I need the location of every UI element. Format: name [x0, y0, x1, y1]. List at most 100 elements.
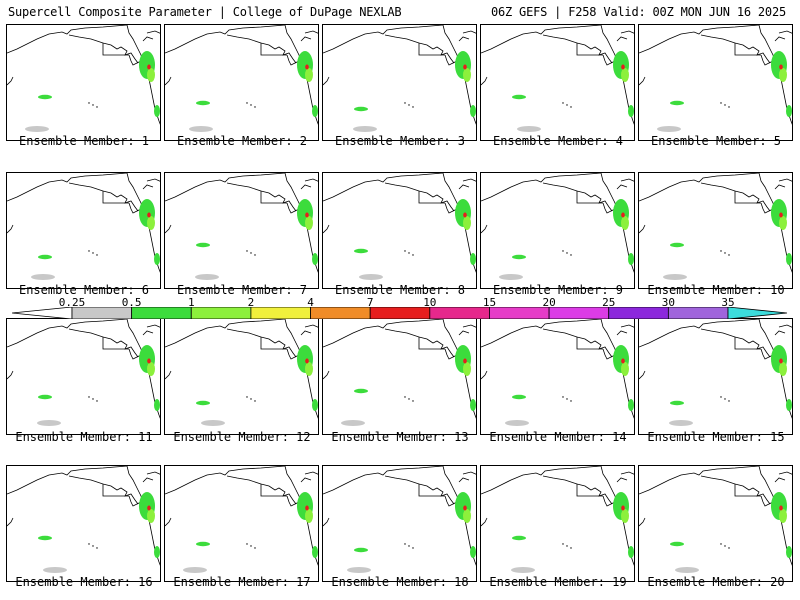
ensemble-member-caption: Ensemble Member: 17: [173, 575, 311, 589]
coastline-path: [462, 324, 476, 328]
scp-field-area: [470, 105, 476, 117]
colorbar-segment: [190, 307, 252, 319]
coastline-path: [165, 466, 286, 495]
coastline-path: [226, 475, 297, 505]
coastline-path: [128, 202, 142, 214]
coastline-path: [542, 475, 613, 505]
ensemble-member-14-map: [480, 318, 635, 435]
scp-field-area: [511, 567, 535, 573]
coastline-path: [778, 30, 792, 34]
coastline-path: [462, 178, 476, 182]
coastline-path: [639, 517, 646, 527]
island-mark: [92, 252, 94, 254]
coastline-path: [620, 30, 634, 34]
scp-field-area: [657, 126, 681, 132]
scp-field-area: [312, 105, 318, 117]
coastline-path: [68, 34, 139, 64]
ensemble-member-7-map: [164, 172, 319, 289]
coastline-path: [760, 495, 774, 507]
island-mark: [246, 543, 248, 545]
map-linework: [7, 319, 160, 426]
coastline-path: [444, 495, 458, 507]
coastline-path: [260, 337, 287, 350]
island-mark: [408, 252, 410, 254]
coastline-path: [700, 182, 771, 212]
scp-field-area: [463, 212, 467, 218]
map-linework: [481, 25, 634, 132]
scp-field-area: [463, 362, 471, 376]
ensemble-member-caption: Ensemble Member: 7: [176, 283, 308, 297]
scp-field-area: [147, 505, 151, 511]
scp-field-area: [621, 362, 629, 376]
ensemble-member-caption: Ensemble Member: 19: [489, 575, 627, 589]
coastline-path: [616, 330, 628, 336]
coastline-path: [128, 348, 142, 360]
island-mark: [246, 396, 248, 398]
coastline-path: [260, 484, 287, 497]
island-mark: [724, 398, 726, 400]
coastline-path: [323, 25, 444, 54]
coastline-path: [128, 54, 142, 66]
map-linework: [323, 173, 476, 280]
ensemble-member-9-map: [480, 172, 635, 289]
coastline-path: [774, 36, 786, 42]
island-mark: [728, 400, 730, 402]
coastline-path: [576, 191, 603, 204]
scp-field-area: [154, 399, 160, 411]
coastline-path: [304, 30, 318, 34]
island-mark: [728, 106, 730, 108]
coastline-path: [146, 178, 160, 182]
scp-field-area: [154, 105, 160, 117]
ensemble-member-caption: Ensemble Member: 14: [489, 430, 627, 444]
map-linework: [165, 25, 318, 132]
ensemble-member-caption: Ensemble Member: 10: [647, 283, 785, 297]
coastline-path: [142, 330, 154, 336]
scp-field-area: [512, 254, 526, 260]
coastline-path: [542, 182, 613, 212]
colorbar-segment: [369, 307, 431, 319]
island-mark: [254, 547, 256, 549]
coastline-path: [462, 30, 476, 34]
ensemble-member-13-map: [322, 318, 477, 435]
scp-field-area: [670, 400, 684, 406]
island-mark: [724, 104, 726, 106]
colorbar-tick-label: 7: [366, 296, 374, 309]
island-mark: [408, 398, 410, 400]
ensemble-member-caption: Ensemble Member: 1: [18, 134, 150, 148]
coastline-path: [616, 477, 628, 483]
coastline-path: [304, 324, 318, 328]
ensemble-member-5-map: [638, 24, 793, 141]
coastline-path: [639, 76, 646, 86]
scp-field-area: [786, 105, 792, 117]
ensemble-member-1-map: [6, 24, 161, 141]
island-mark: [562, 102, 564, 104]
ensemble-member-caption: Ensemble Member: 8: [334, 283, 466, 297]
island-mark: [404, 102, 406, 104]
island-mark: [570, 106, 572, 108]
ensemble-member-caption: Ensemble Member: 11: [15, 430, 153, 444]
scp-field-area: [312, 399, 318, 411]
coastline-path: [774, 477, 786, 483]
ensemble-member-15-map: [638, 318, 793, 435]
coastline-path: [639, 25, 760, 54]
scp-field-area: [312, 253, 318, 265]
map-linework: [481, 319, 634, 426]
colorbar-segment: [429, 307, 490, 319]
ensemble-member-20-map: [638, 465, 793, 582]
colorbar-tick-label: 2: [247, 296, 255, 309]
coastline-path: [323, 319, 444, 348]
coastline-path: [102, 43, 129, 56]
island-mark: [96, 254, 98, 256]
coastline-path: [700, 328, 771, 358]
coastline-path: [7, 319, 128, 348]
ensemble-member-18-map: [322, 465, 477, 582]
coastline-path: [734, 43, 761, 56]
colorbar-tick-label: 30: [661, 296, 675, 309]
island-mark: [88, 543, 90, 545]
scp-field-area: [201, 420, 225, 426]
map-linework: [639, 25, 792, 132]
scp-field-area: [305, 216, 313, 230]
island-mark: [88, 250, 90, 252]
coastline-path: [620, 178, 634, 182]
coastline-path: [146, 471, 160, 475]
